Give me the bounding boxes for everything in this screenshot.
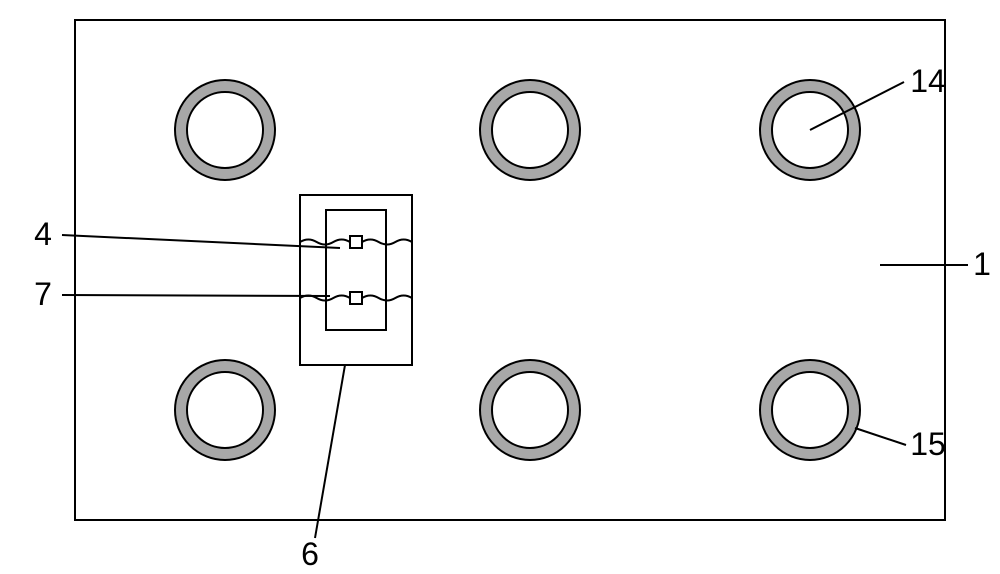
label-6: 6 bbox=[301, 536, 319, 572]
center-assembly bbox=[300, 195, 412, 365]
label-14: 14 bbox=[910, 63, 946, 99]
tie-bot-nub bbox=[350, 292, 362, 304]
leader-7 bbox=[62, 295, 330, 296]
ring-tl bbox=[175, 80, 275, 180]
ring-br bbox=[760, 360, 860, 460]
ring-tm-inner bbox=[492, 92, 568, 168]
label-4: 4 bbox=[34, 216, 52, 252]
ring-bm bbox=[480, 360, 580, 460]
ring-tl-inner bbox=[187, 92, 263, 168]
tie-top-nub bbox=[350, 236, 362, 248]
label-15: 15 bbox=[910, 426, 946, 462]
label-7: 7 bbox=[34, 276, 52, 312]
engineering-figure: 14 1 15 4 7 6 bbox=[0, 0, 1000, 574]
ring-bm-inner bbox=[492, 372, 568, 448]
ring-tm bbox=[480, 80, 580, 180]
ring-bl-inner bbox=[187, 372, 263, 448]
assembly-inner-rect bbox=[326, 210, 386, 330]
ring-br-inner bbox=[772, 372, 848, 448]
label-1: 1 bbox=[973, 246, 991, 282]
ring-bl bbox=[175, 360, 275, 460]
